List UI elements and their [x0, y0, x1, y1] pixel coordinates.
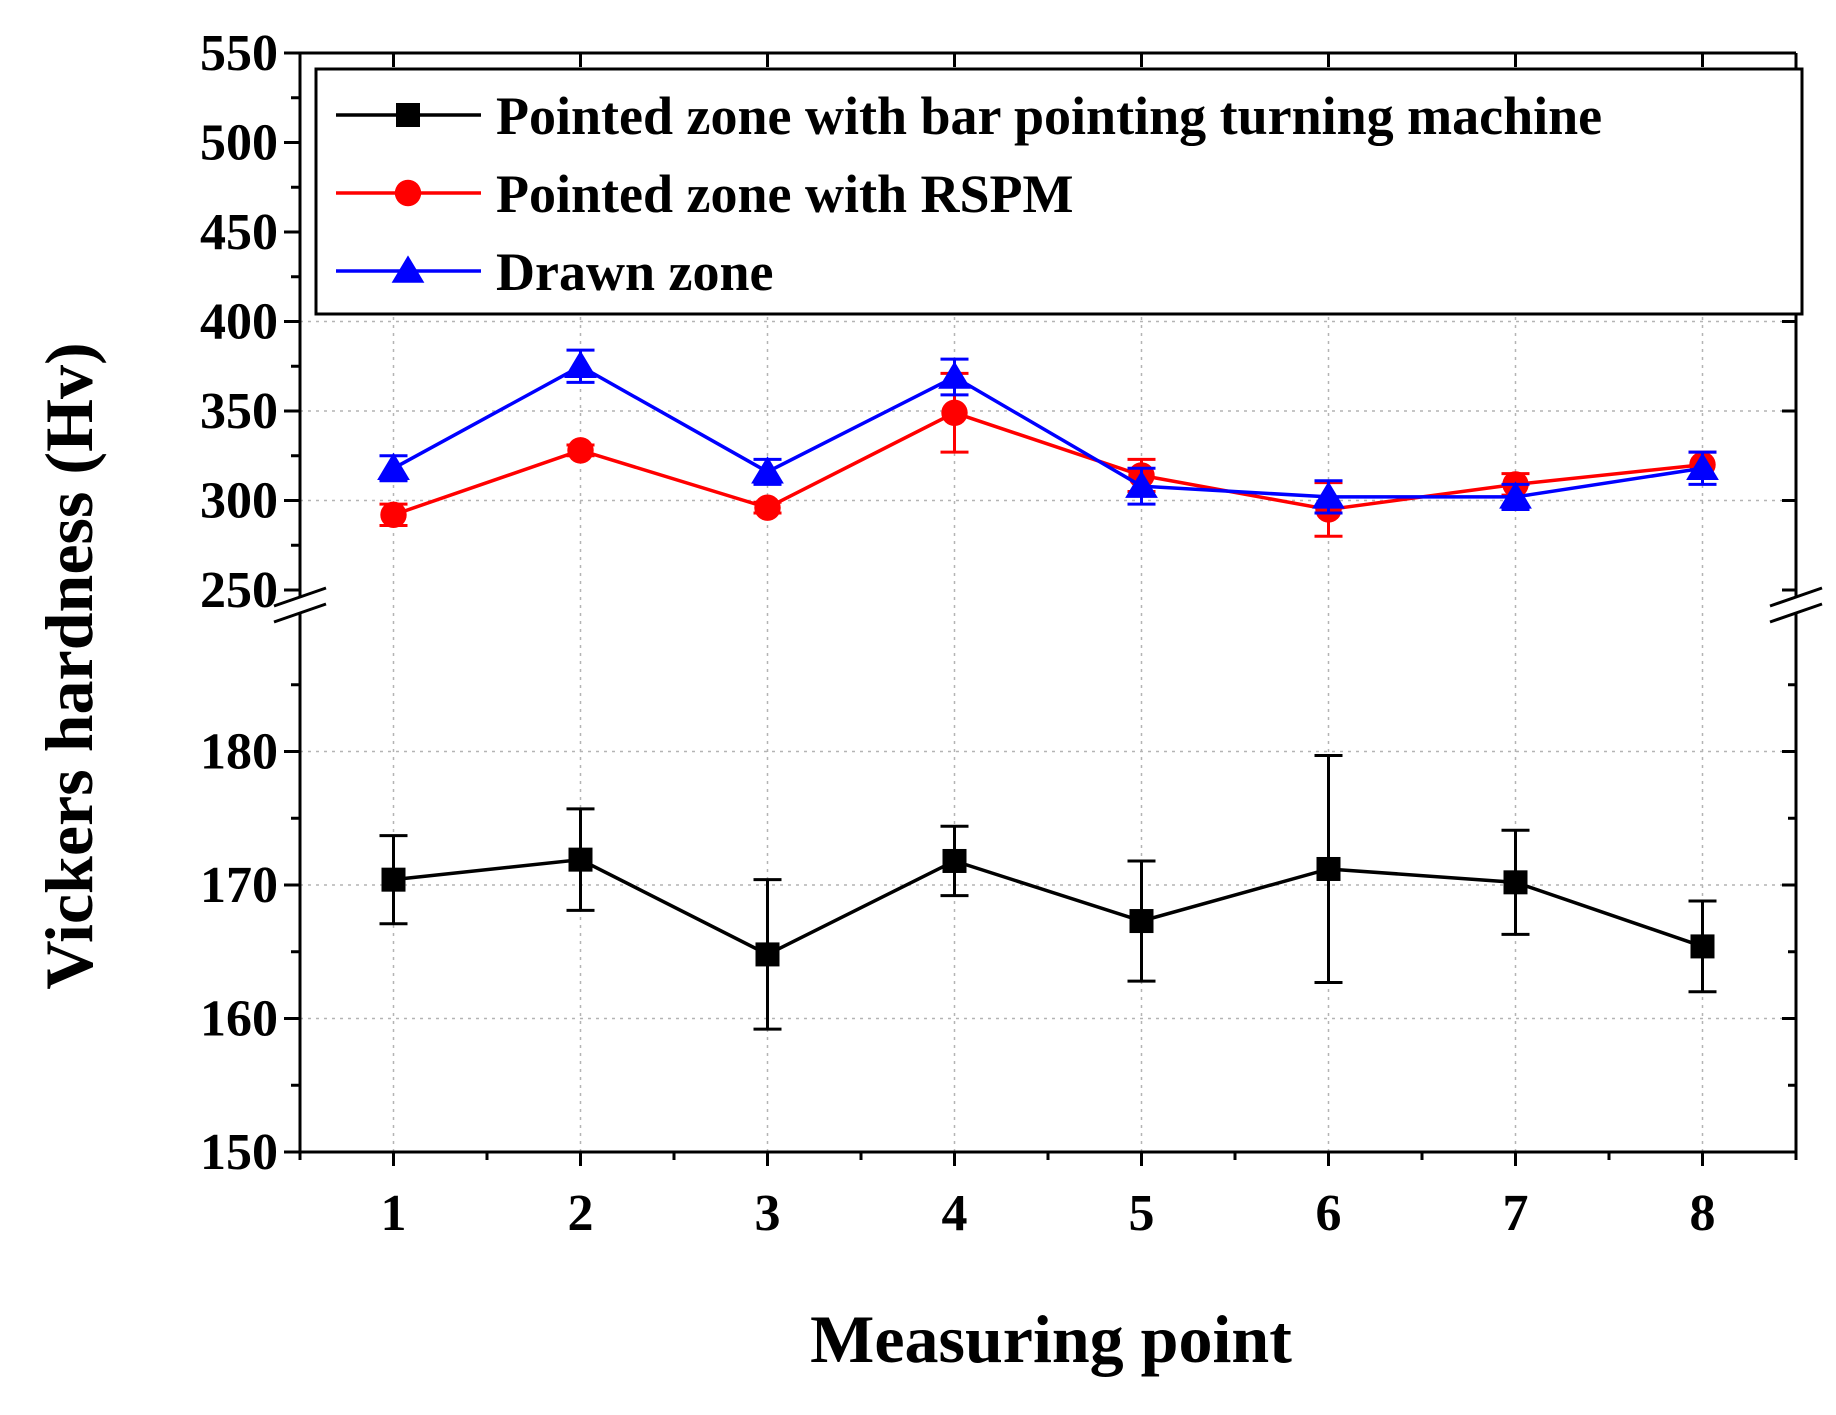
series-line [392, 364, 1703, 499]
series-3 [377, 348, 1719, 515]
data-point [380, 501, 407, 529]
x-tick-label: 8 [1690, 1185, 1716, 1242]
series-line [392, 410, 1703, 517]
data-point [1312, 481, 1345, 509]
legend-item: Pointed zone with bar pointing turning m… [336, 86, 1602, 146]
data-point [1125, 470, 1158, 498]
data-point [941, 399, 968, 426]
y-tick-label: 500 [200, 115, 278, 172]
y-tick-label: 400 [200, 294, 278, 351]
data-point [568, 847, 593, 872]
data-point [751, 456, 784, 484]
data-series [377, 348, 1719, 1031]
series-1 [379, 754, 1717, 1031]
x-axis-title: Measuring point [810, 1301, 1292, 1377]
data-point [567, 437, 594, 464]
legend-label: Drawn zone [496, 242, 773, 302]
axis-break-mark [273, 586, 327, 608]
data-point [1499, 481, 1532, 509]
x-tick-label: 3 [755, 1185, 781, 1242]
data-point [754, 494, 781, 521]
series-line [393, 857, 1704, 957]
data-point [1129, 909, 1154, 934]
legend: Pointed zone with bar pointing turning m… [314, 67, 1804, 316]
y-tick-label: 180 [200, 724, 278, 781]
legend-marker [391, 255, 425, 283]
data-point [942, 848, 967, 873]
data-point [564, 350, 597, 378]
x-tick-label: 7 [1503, 1185, 1529, 1242]
data-point [1686, 452, 1719, 480]
legend-item: Pointed zone with RSPM [336, 164, 1073, 224]
x-tick-label: 4 [942, 1185, 968, 1242]
y-axis-title: Vickers hardness (Hv) [31, 342, 107, 989]
data-point [938, 361, 971, 389]
legend-box [314, 67, 1804, 316]
data-point [381, 867, 406, 892]
x-tick-label: 5 [1129, 1185, 1155, 1242]
data-point [1690, 934, 1715, 959]
data-point [377, 452, 410, 480]
y-tick-label: 160 [200, 991, 278, 1048]
y-tick-label: 450 [200, 204, 278, 261]
legend-label: Pointed zone with bar pointing turning m… [496, 86, 1602, 146]
gridlines [300, 53, 1796, 1152]
y-tick-label: 150 [200, 1124, 278, 1181]
data-point [755, 942, 780, 967]
y-tick-label: 550 [200, 25, 278, 82]
y-tick-label: 170 [200, 857, 278, 914]
axes: 1 2 3 4 5 6 7 8 250 300 350 400 450 500 550 150 160 170 18… [200, 25, 1823, 1242]
legend-label: Pointed zone with RSPM [496, 164, 1073, 224]
data-point [1316, 856, 1341, 881]
y-tick-label: 300 [200, 473, 278, 530]
legend-item: Drawn zone [336, 242, 773, 302]
y-tick-label: 350 [200, 383, 278, 440]
axis-break-mark [1769, 586, 1823, 608]
x-tick-label: 6 [1316, 1185, 1342, 1242]
axis-break-mark [273, 602, 327, 624]
axis-break-mark [1769, 602, 1823, 624]
x-tick-label: 1 [381, 1185, 407, 1242]
x-tick-label: 2 [568, 1185, 594, 1242]
legend-marker [394, 179, 422, 207]
data-point [1503, 870, 1528, 895]
y-tick-label: 250 [200, 562, 278, 619]
legend-marker [396, 103, 420, 127]
